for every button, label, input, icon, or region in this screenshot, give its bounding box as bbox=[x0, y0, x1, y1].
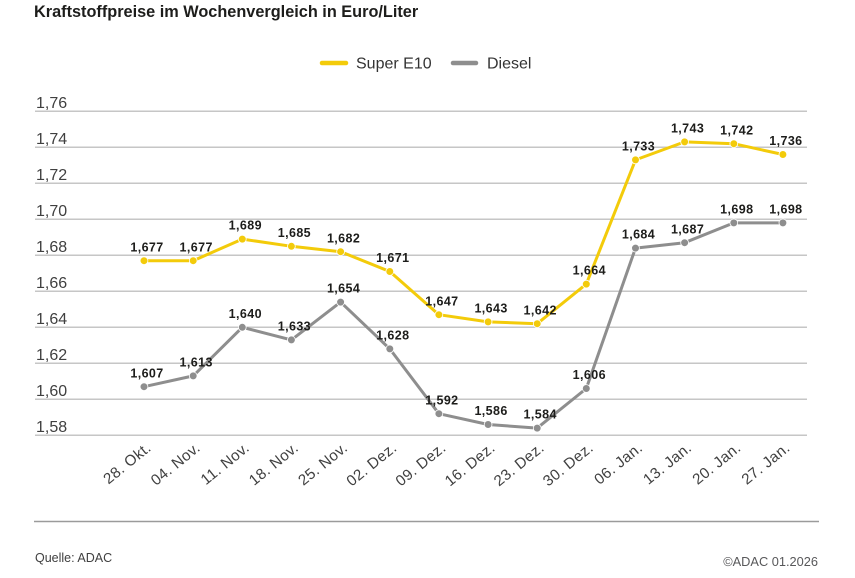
svg-text:1,743: 1,743 bbox=[671, 122, 704, 136]
svg-text:1,677: 1,677 bbox=[180, 240, 213, 254]
svg-text:Super E10: Super E10 bbox=[356, 56, 432, 73]
svg-text:1,584: 1,584 bbox=[524, 408, 557, 422]
svg-text:1,592: 1,592 bbox=[425, 393, 458, 407]
svg-text:1,640: 1,640 bbox=[229, 307, 262, 321]
svg-text:1,66: 1,66 bbox=[36, 275, 67, 292]
svg-text:Kraftstoffpreise im Wochenverg: Kraftstoffpreise im Wochenvergleich in E… bbox=[34, 3, 419, 21]
svg-text:1,736: 1,736 bbox=[769, 134, 802, 148]
svg-text:©ADAC 01.2026: ©ADAC 01.2026 bbox=[723, 554, 818, 569]
svg-text:1,684: 1,684 bbox=[622, 228, 655, 242]
svg-text:1,76: 1,76 bbox=[36, 95, 67, 112]
svg-text:1,642: 1,642 bbox=[524, 303, 557, 317]
svg-text:1,68: 1,68 bbox=[36, 239, 67, 256]
svg-text:1,70: 1,70 bbox=[36, 203, 67, 220]
svg-text:1,698: 1,698 bbox=[769, 203, 802, 217]
svg-text:1,606: 1,606 bbox=[573, 368, 606, 382]
svg-text:1,586: 1,586 bbox=[474, 404, 507, 418]
svg-text:1,733: 1,733 bbox=[622, 140, 655, 154]
svg-text:1,647: 1,647 bbox=[425, 294, 458, 308]
svg-text:Diesel: Diesel bbox=[487, 56, 531, 73]
svg-text:1,643: 1,643 bbox=[474, 302, 507, 316]
svg-text:1,689: 1,689 bbox=[229, 219, 262, 233]
svg-text:1,664: 1,664 bbox=[573, 264, 606, 278]
svg-text:1,72: 1,72 bbox=[36, 167, 67, 184]
svg-text:1,671: 1,671 bbox=[376, 251, 409, 265]
svg-text:1,742: 1,742 bbox=[720, 123, 753, 137]
svg-text:1,682: 1,682 bbox=[327, 231, 360, 245]
svg-text:1,60: 1,60 bbox=[36, 383, 67, 400]
svg-text:1,628: 1,628 bbox=[376, 329, 409, 343]
svg-text:1,654: 1,654 bbox=[327, 282, 360, 296]
svg-text:1,607: 1,607 bbox=[130, 366, 163, 380]
svg-text:1,698: 1,698 bbox=[720, 203, 753, 217]
svg-text:1,685: 1,685 bbox=[278, 226, 311, 240]
svg-text:1,58: 1,58 bbox=[36, 419, 67, 436]
svg-text:Quelle: ADAC: Quelle: ADAC bbox=[35, 551, 112, 565]
svg-text:1,74: 1,74 bbox=[36, 131, 67, 148]
svg-text:1,613: 1,613 bbox=[180, 356, 213, 370]
svg-text:1,677: 1,677 bbox=[130, 240, 163, 254]
svg-text:1,687: 1,687 bbox=[671, 222, 704, 236]
svg-text:1,64: 1,64 bbox=[36, 311, 67, 328]
svg-text:1,633: 1,633 bbox=[278, 320, 311, 334]
svg-text:1,62: 1,62 bbox=[36, 347, 67, 364]
